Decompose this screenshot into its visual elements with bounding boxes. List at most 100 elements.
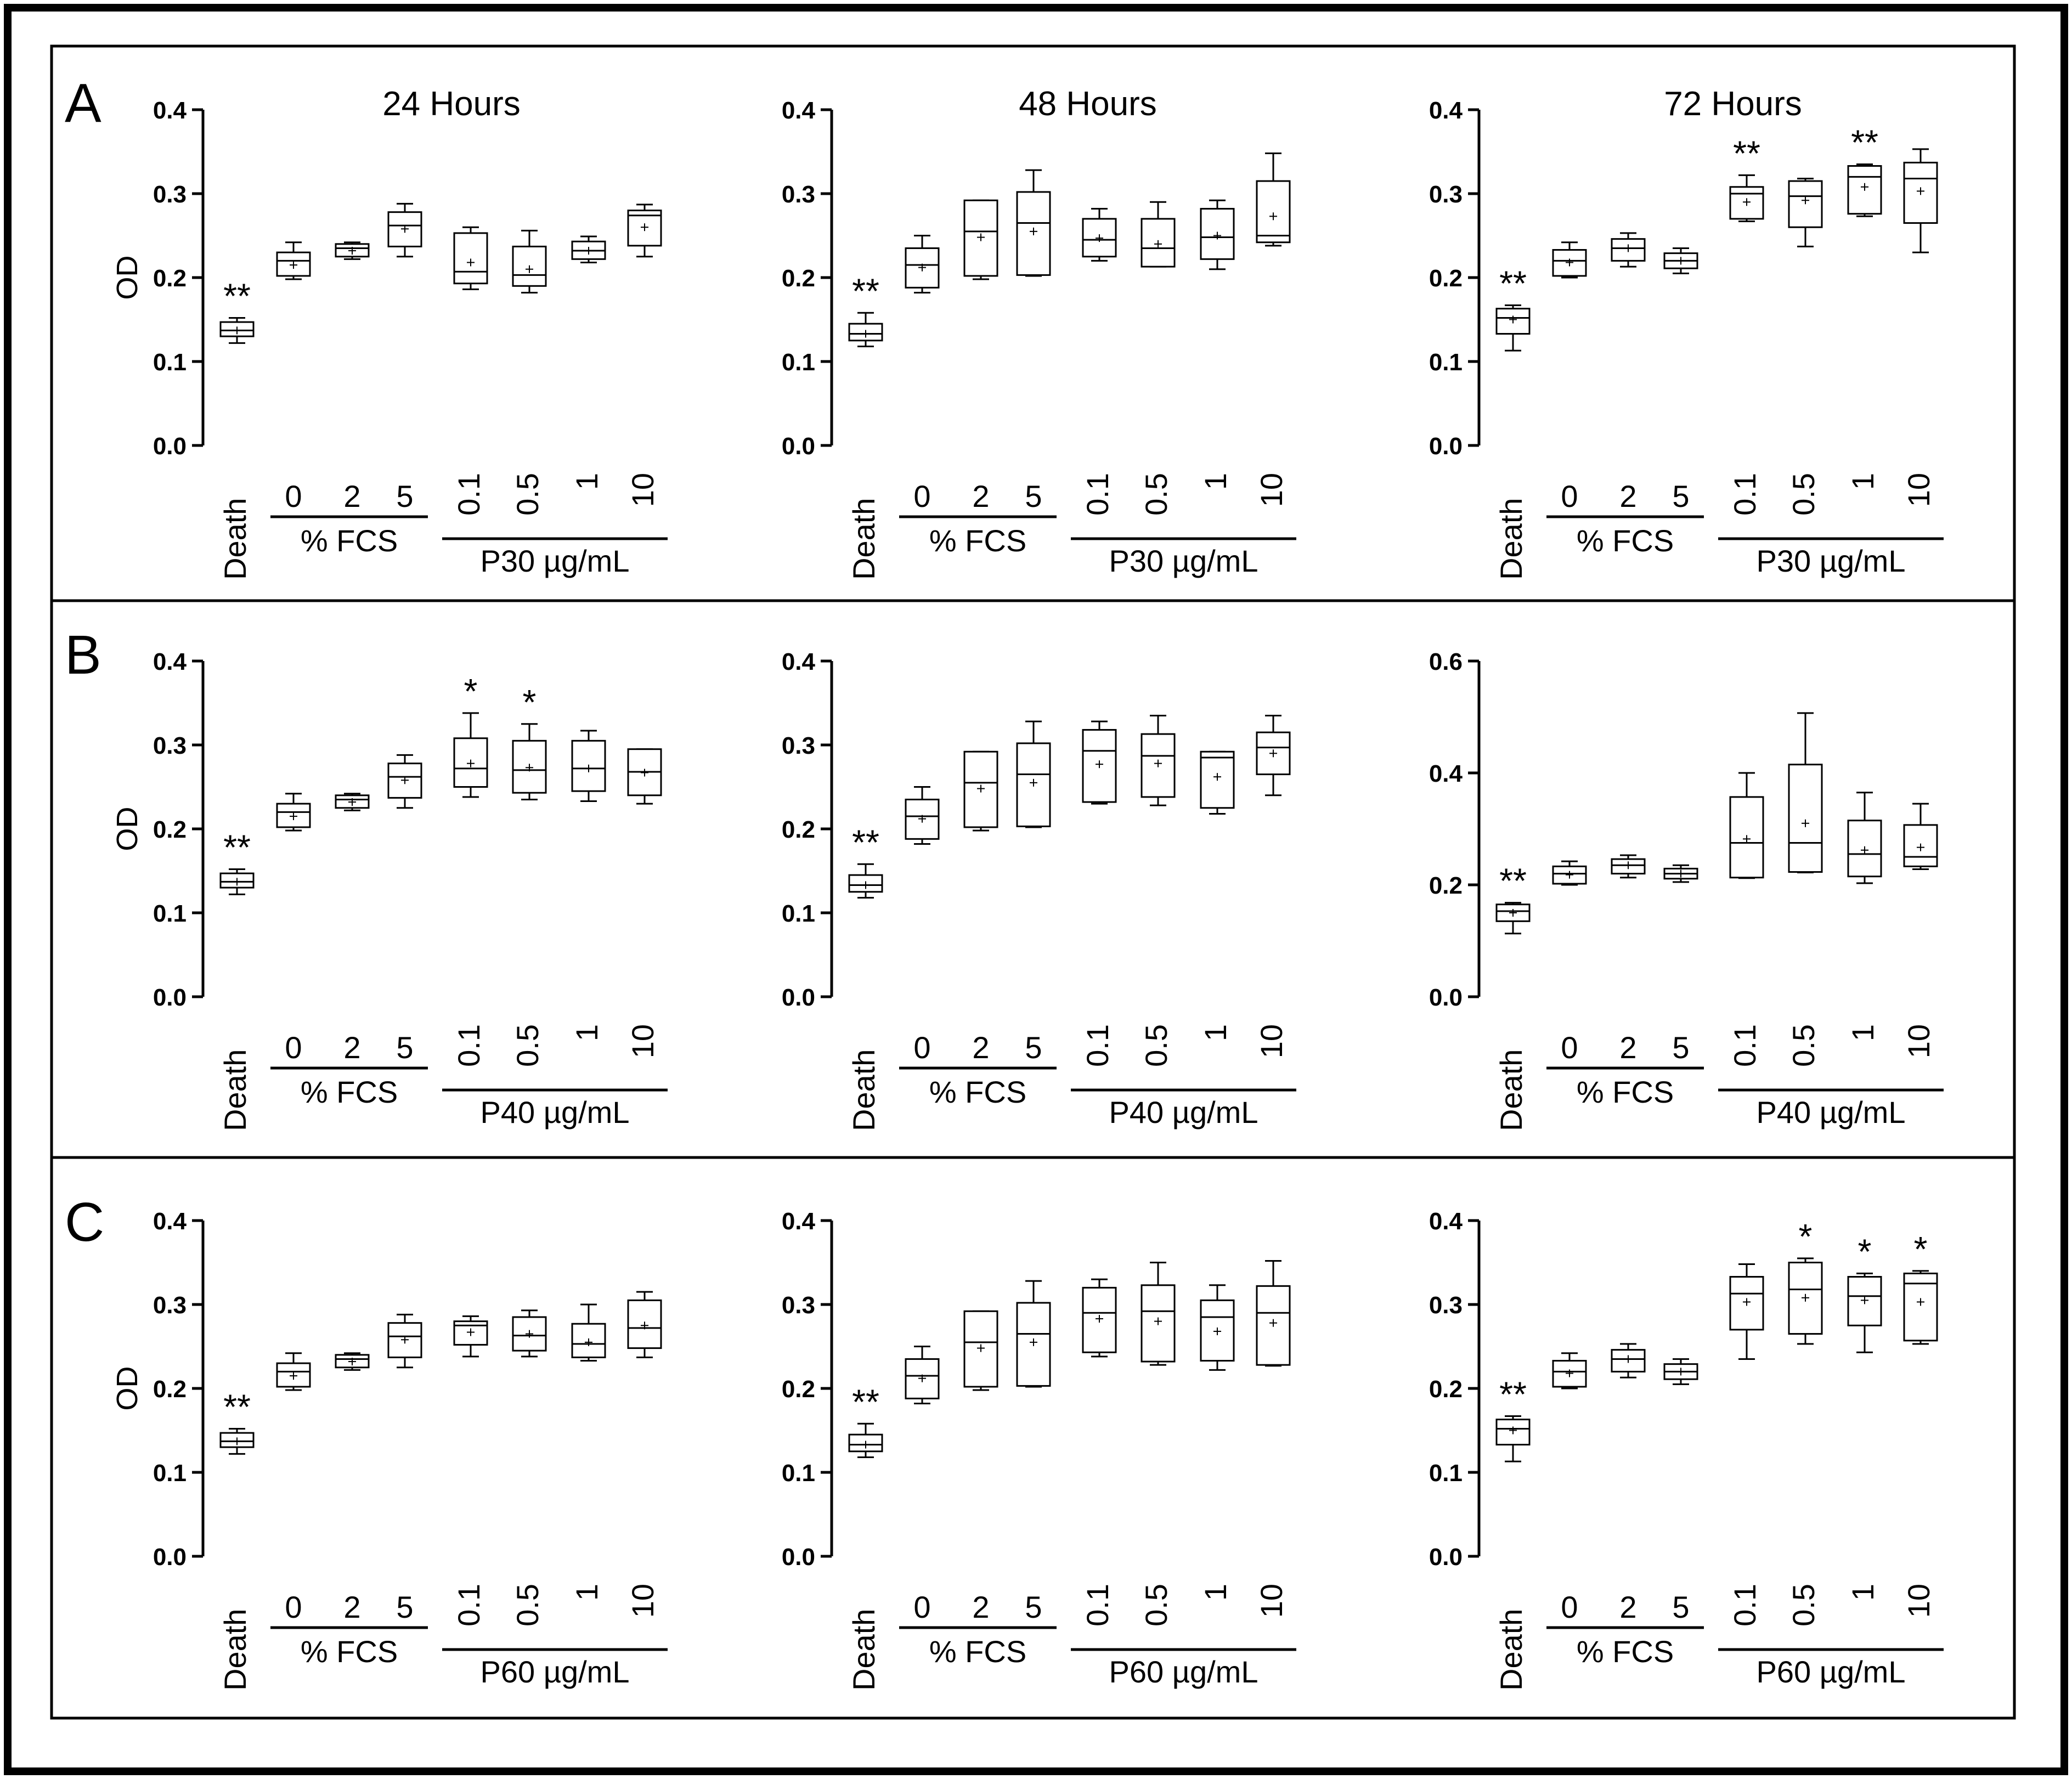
x-category-label: 10 bbox=[625, 1584, 660, 1618]
x-category-label: 0.1 bbox=[1727, 1024, 1762, 1067]
y-tick-label: 0.2 bbox=[1429, 265, 1463, 292]
x-category-label: 1 bbox=[1198, 1024, 1233, 1041]
x-category-label: Death bbox=[218, 498, 252, 580]
x-category-label: 0.5 bbox=[510, 1024, 545, 1067]
group-label-fcs: % FCS bbox=[301, 523, 398, 558]
x-category-label: 0.1 bbox=[451, 1024, 486, 1067]
x-category-label: 1 bbox=[1845, 1584, 1880, 1601]
group-label-fcs: % FCS bbox=[1577, 1075, 1674, 1109]
x-category-label: 0.1 bbox=[1080, 473, 1115, 516]
x-category-label: 5 bbox=[1672, 1030, 1689, 1065]
y-tick-label: 0.0 bbox=[782, 984, 815, 1011]
x-category-label: 5 bbox=[396, 1590, 413, 1624]
x-category-label: 0.1 bbox=[451, 473, 486, 516]
x-category-label: Death bbox=[1494, 1049, 1528, 1131]
x-category-label: 0 bbox=[913, 479, 930, 513]
x-category-label: 2 bbox=[972, 479, 989, 513]
x-category-label: 2 bbox=[343, 1590, 360, 1624]
x-category-label: 5 bbox=[1025, 479, 1042, 513]
x-category-label: 0.5 bbox=[1786, 473, 1821, 516]
x-category-label: 0.1 bbox=[1080, 1024, 1115, 1067]
y-tick-label: 0.0 bbox=[1429, 1544, 1463, 1571]
y-tick-label: 0.0 bbox=[782, 1544, 815, 1571]
box bbox=[276, 803, 311, 828]
y-tick-label: 0.1 bbox=[1429, 349, 1463, 376]
y-axis-label: OD bbox=[111, 807, 144, 851]
x-category-label: 10 bbox=[1901, 1584, 1936, 1618]
group-label-peptide: P60 µg/mL bbox=[1757, 1654, 1906, 1689]
y-tick-label: 0.4 bbox=[1429, 760, 1463, 787]
x-category-label: 2 bbox=[343, 1030, 360, 1065]
panel-letter-c: C bbox=[65, 1191, 104, 1253]
y-tick-label: 0.1 bbox=[153, 349, 187, 376]
x-category-label: 2 bbox=[343, 479, 360, 513]
x-category-label: Death bbox=[846, 1049, 881, 1131]
box bbox=[1788, 764, 1823, 873]
group-label-peptide: P30 µg/mL bbox=[1109, 544, 1258, 578]
significance-marker: * bbox=[1858, 1232, 1872, 1271]
significance-marker: ** bbox=[1733, 133, 1760, 173]
y-tick-label: 0.2 bbox=[153, 816, 187, 843]
significance-marker: * bbox=[1914, 1229, 1928, 1269]
y-tick-label: 0.2 bbox=[1429, 872, 1463, 899]
group-label-peptide: P40 µg/mL bbox=[1109, 1095, 1258, 1129]
x-category-label: 10 bbox=[1901, 1024, 1936, 1058]
significance-marker: * bbox=[523, 682, 537, 722]
x-category-label: Death bbox=[846, 1609, 881, 1691]
y-tick-label: 0.2 bbox=[782, 1376, 815, 1403]
significance-marker: ** bbox=[1851, 122, 1878, 162]
group-label-peptide: P60 µg/mL bbox=[1109, 1654, 1258, 1689]
y-tick-label: 0.4 bbox=[782, 1208, 816, 1235]
group-label-fcs: % FCS bbox=[929, 1634, 1026, 1669]
x-category-label: 10 bbox=[1901, 473, 1936, 507]
x-category-label: Death bbox=[218, 1049, 252, 1131]
x-category-label: 5 bbox=[396, 1030, 413, 1065]
x-category-label: 0 bbox=[285, 1590, 302, 1624]
x-category-label: 0 bbox=[1561, 1590, 1578, 1624]
x-category-label: 1 bbox=[569, 1584, 604, 1601]
y-tick-label: 0.3 bbox=[153, 1292, 187, 1319]
chart-c-1: 0.0 0.1 0.2 0.3 0.4 OD ** Death 0.1 0.5 1 10 0 2 5 % FC… bbox=[111, 1208, 668, 1691]
significance-marker: ** bbox=[1499, 861, 1527, 901]
timepoint-title-72h: 72 Hours bbox=[1664, 85, 1802, 123]
x-category-label: 10 bbox=[1254, 1024, 1289, 1058]
x-category-label: 1 bbox=[1198, 1584, 1233, 1601]
x-category-label: 10 bbox=[1254, 1584, 1289, 1618]
y-tick-label: 0.4 bbox=[782, 648, 816, 675]
y-tick-label: 0.0 bbox=[153, 433, 187, 460]
x-category-label: 5 bbox=[396, 479, 413, 513]
significance-marker: ** bbox=[223, 276, 251, 315]
x-category-label: 2 bbox=[1619, 479, 1636, 513]
x-category-label: 0.5 bbox=[1139, 473, 1173, 516]
x-category-label: 2 bbox=[1619, 1030, 1636, 1065]
outer-frame bbox=[4, 4, 2068, 1775]
timepoint-title-48h: 48 Hours bbox=[1019, 85, 1157, 123]
chart-a-3: 0.0 0.1 0.2 0.3 0.4 ** ** ** Death 0.1 0.5 1 10 0 2 5 % … bbox=[1429, 97, 1944, 580]
y-tick-label: 0.0 bbox=[782, 433, 815, 460]
y-tick-label: 0.1 bbox=[1429, 1460, 1463, 1487]
y-tick-label: 0.0 bbox=[153, 1544, 187, 1571]
y-tick-label: 0.2 bbox=[153, 265, 187, 292]
x-category-label: 2 bbox=[972, 1030, 989, 1065]
x-category-label: 1 bbox=[569, 1024, 604, 1041]
chart-a-2: 0.0 0.1 0.2 0.3 0.4 ** Death 0.1 0.5 1 10 0 2 5 % FCS P… bbox=[782, 97, 1296, 580]
y-tick-label: 0.3 bbox=[782, 1292, 815, 1319]
significance-marker: * bbox=[464, 671, 478, 711]
x-category-label: 2 bbox=[972, 1590, 989, 1624]
x-category-label: 0 bbox=[1561, 1030, 1578, 1065]
x-category-label: 5 bbox=[1025, 1590, 1042, 1624]
y-tick-label: 0.1 bbox=[153, 1460, 187, 1487]
x-category-label: Death bbox=[218, 1609, 252, 1691]
x-category-label: 10 bbox=[1254, 473, 1289, 507]
y-axis-label: OD bbox=[111, 1366, 144, 1411]
group-label-peptide: P40 µg/mL bbox=[481, 1095, 630, 1129]
y-tick-label: 0.3 bbox=[153, 732, 187, 759]
chart-a-1: 0.0 0.1 0.2 0.3 0.4 OD ** Death 0.1 0.5 1 10 0 2 5 % FC… bbox=[111, 97, 668, 580]
inner-frame bbox=[50, 44, 2016, 1720]
y-tick-label: 0.2 bbox=[782, 265, 815, 292]
group-label-peptide: P30 µg/mL bbox=[481, 544, 630, 578]
y-tick-label: 0.6 bbox=[1429, 648, 1463, 675]
group-label-fcs: % FCS bbox=[929, 523, 1026, 558]
